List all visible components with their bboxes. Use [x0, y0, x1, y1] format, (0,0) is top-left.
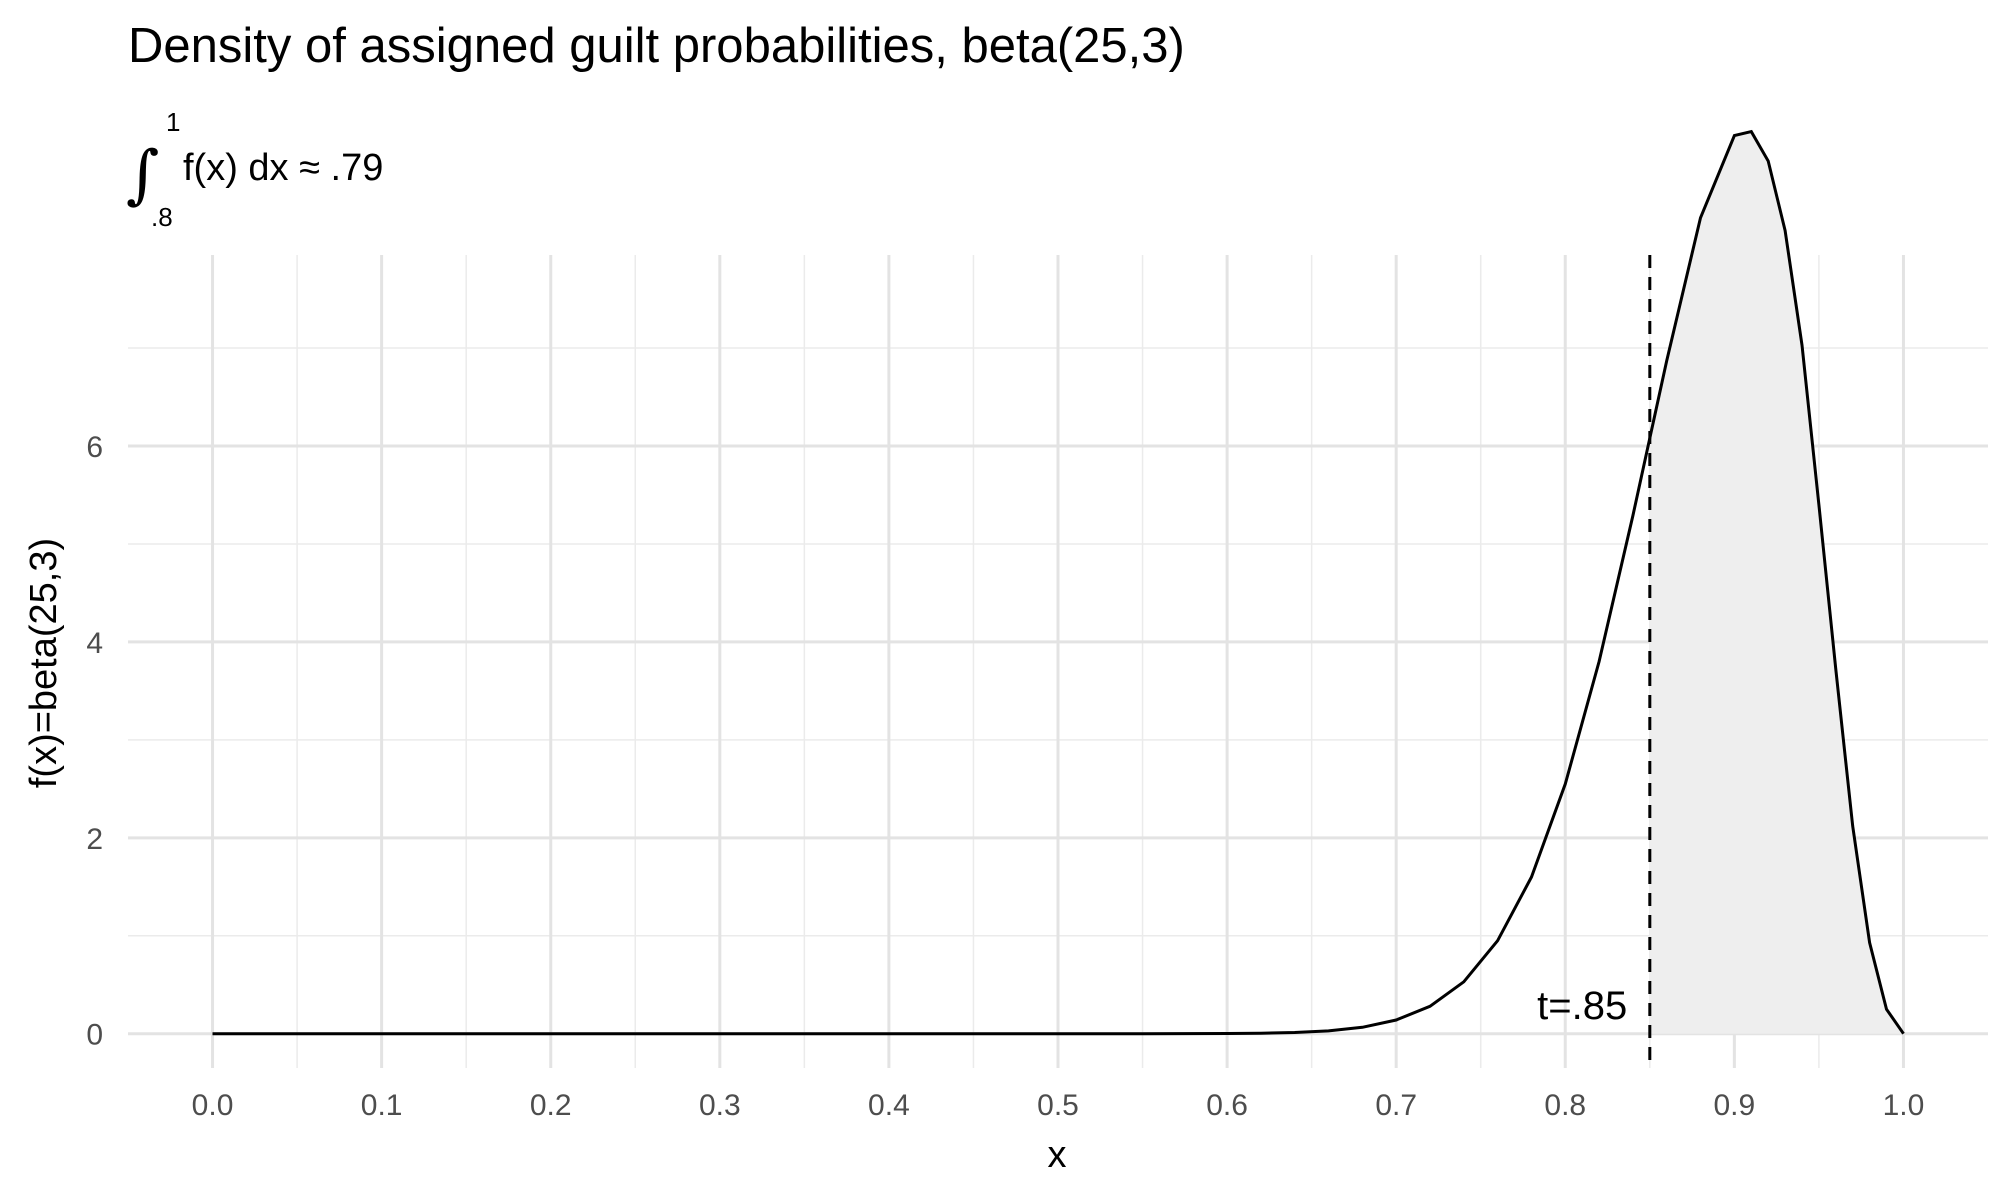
- integral-lower-limit: .8: [151, 202, 173, 232]
- threshold-label: t=.85: [1537, 984, 1627, 1028]
- integral-sign: ∫: [126, 138, 159, 212]
- density-curve: [212, 129, 1905, 1036]
- chart-title: Density of assigned guilt probabilities,…: [128, 19, 1185, 73]
- integral-upper-limit: 1: [166, 107, 180, 137]
- x-tick-label: 1.0: [1883, 1089, 1925, 1122]
- x-tick-label: 0.6: [1206, 1089, 1248, 1122]
- x-tick-label: 0.0: [192, 1089, 234, 1122]
- integral-expression: f(x) dx ≈ .79: [183, 147, 383, 189]
- x-tick-label: 0.7: [1375, 1089, 1417, 1122]
- shaded-area: [1649, 131, 1904, 1034]
- y-axis-ticks: 0 2 4 6: [86, 431, 103, 1052]
- x-tick-label: 0.2: [530, 1089, 572, 1122]
- x-tick-label: 0.9: [1714, 1089, 1756, 1122]
- x-tick-label: 0.4: [868, 1089, 910, 1122]
- chart-subtitle: ∫ 1 .8 f(x) dx ≈ .79: [126, 107, 383, 232]
- y-tick-label: 4: [86, 627, 103, 660]
- x-tick-label: 0.1: [361, 1089, 403, 1122]
- y-tick-label: 2: [86, 823, 103, 856]
- x-tick-label: 0.5: [1037, 1089, 1079, 1122]
- x-tick-label: 0.3: [699, 1089, 741, 1122]
- x-axis-title: x: [1048, 1134, 1067, 1176]
- y-axis-title: f(x)=beta(25,3): [23, 538, 65, 788]
- y-tick-label: 6: [86, 431, 103, 464]
- x-axis-ticks: 0.0 0.1 0.2 0.3 0.4 0.5 0.6 0.7 0.8 0.9 1.0: [192, 1089, 1925, 1122]
- x-tick-label: 0.8: [1544, 1089, 1586, 1122]
- y-tick-label: 0: [86, 1019, 103, 1052]
